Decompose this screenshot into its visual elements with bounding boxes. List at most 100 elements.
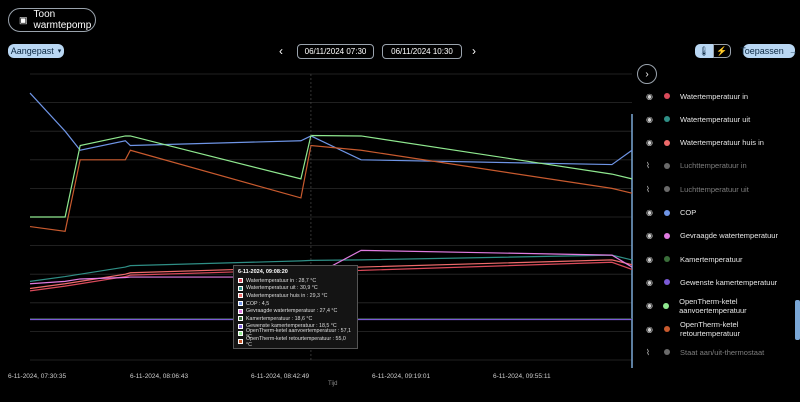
chart-tooltip: 6-11-2024, 09:08:20 Watertemperatuur in … bbox=[233, 265, 358, 349]
eye-icon[interactable]: ◉ bbox=[646, 208, 653, 217]
legend-item[interactable]: ⌇ Luchttemperatuur in bbox=[646, 160, 747, 172]
tooltip-text: Gevraagde watertemperatuur : 27,4 °C bbox=[246, 308, 338, 315]
series-line bbox=[29, 261, 633, 292]
legend-color-dot bbox=[664, 232, 670, 239]
legend-label: Luchttemperatuur uit bbox=[680, 184, 749, 194]
toon-warmtepomp-button[interactable]: ▣ Toon warmtepomp bbox=[8, 8, 96, 32]
x-tick-label: 6-11-2024, 08:42:49 bbox=[251, 373, 310, 380]
x-tick-label: 6-11-2024, 09:19:01 bbox=[372, 373, 431, 380]
legend-color-dot bbox=[664, 256, 670, 263]
legend-color-dot bbox=[664, 116, 670, 123]
eye-icon[interactable]: ◉ bbox=[646, 138, 653, 148]
tooltip-row: OpenTherm-ketel retourtemperatuur : 55,0… bbox=[238, 336, 353, 348]
legend-item[interactable]: ◉ OpenTherm-ketel aanvoertemperatuur bbox=[646, 296, 800, 315]
eye-icon[interactable]: ◉ bbox=[646, 231, 653, 241]
legend-color-dot bbox=[663, 326, 670, 332]
legend-item[interactable]: ◉ Watertemperatuur in bbox=[646, 90, 748, 102]
tooltip-text: Watertemperatuur in : 28,7 °C bbox=[246, 277, 317, 284]
legend-label: Gevraagde watertemperatuur bbox=[680, 231, 778, 241]
legend-label: Gewenste kamertemperatuur bbox=[680, 277, 778, 287]
arrow-right-icon: → bbox=[788, 46, 798, 56]
tooltip-text: Watertemperatuur uit : 30,9 °C bbox=[246, 285, 318, 292]
apply-label: Toepassen bbox=[740, 46, 784, 56]
collapse-legend-button[interactable]: › bbox=[637, 64, 657, 84]
legend-color-dot bbox=[664, 93, 670, 99]
tooltip-swatch bbox=[238, 339, 243, 345]
eye-off-icon[interactable]: ⌇ bbox=[646, 184, 650, 194]
legend-label: OpenTherm-ketel aanvoertemperatuur bbox=[679, 296, 747, 315]
range-mode-label: Aangepast bbox=[10, 46, 54, 56]
thermometer-toggle[interactable]: 🌡 bbox=[695, 44, 713, 58]
series-line bbox=[30, 134, 633, 218]
legend-label: Kamertemperatuur bbox=[680, 254, 743, 264]
tooltip-swatch bbox=[238, 301, 243, 307]
tooltip-title: 6-11-2024, 09:08:20 bbox=[238, 269, 288, 275]
legend-label: Luchttemperatuur in bbox=[680, 161, 747, 171]
legend-item[interactable]: ◉ Gewenste kamertemperatuur bbox=[646, 276, 777, 288]
tooltip-text: Kamertemperatuur : 18,6 °C bbox=[246, 315, 313, 322]
series-line bbox=[29, 92, 633, 166]
legend-item[interactable]: ⌇ Luchttemperatuur uit bbox=[646, 183, 749, 195]
x-axis-label: Tijd bbox=[328, 381, 338, 387]
apply-button[interactable]: Toepassen → bbox=[740, 44, 798, 58]
bolt-icon: ⚡ bbox=[716, 45, 728, 56]
tooltip-swatch bbox=[238, 316, 243, 322]
legend-color-dot bbox=[663, 302, 670, 309]
tooltip-row: Watertemperatuur in : 28,7 °C bbox=[238, 277, 353, 285]
legend-color-dot bbox=[664, 279, 670, 286]
tooltip-swatch bbox=[238, 293, 243, 299]
series-line bbox=[29, 254, 633, 282]
start-date-input[interactable]: 06/11/2024 07:30 bbox=[297, 44, 374, 59]
tooltip-row: Watertemperatuur uit : 30,9 °C bbox=[238, 285, 353, 293]
power-toggle[interactable]: ⚡ bbox=[713, 44, 731, 58]
legend-item[interactable]: ⌇ Staat aan/uit-thermostaat bbox=[646, 346, 764, 358]
legend-color-dot bbox=[664, 162, 670, 169]
next-range-button[interactable]: › bbox=[472, 44, 476, 58]
temperature-chart bbox=[29, 73, 633, 368]
x-tick-label: 6-11-2024, 07:30:35 bbox=[8, 373, 67, 380]
previous-range-button[interactable]: ‹ bbox=[279, 44, 283, 58]
tooltip-swatch bbox=[238, 308, 243, 314]
eye-icon[interactable]: ◉ bbox=[646, 277, 653, 287]
range-mode-dropdown[interactable]: Aangepast ▾ bbox=[8, 44, 64, 58]
tooltip-row: Gewenste kamertemperatuur : 18,5 °C bbox=[238, 323, 353, 331]
legend-item[interactable]: ◉ Gevraagde watertemperatuur bbox=[646, 230, 778, 242]
eye-icon[interactable]: ◉ bbox=[646, 91, 653, 101]
tooltip-row: Kamertemperatuur : 18,6 °C bbox=[238, 315, 353, 323]
tooltip-row: Watertemperatuur huis in : 29,3 °C bbox=[238, 292, 353, 300]
chevron-right-icon: › bbox=[645, 68, 649, 80]
tooltip-swatch bbox=[238, 285, 243, 291]
tooltip-row: OpenTherm-ketel aanvoertemperatuur : 57,… bbox=[238, 327, 353, 340]
legend-label: Watertemperatuur in bbox=[680, 91, 749, 101]
series-line bbox=[29, 144, 633, 232]
legend-label: COP bbox=[680, 208, 697, 217]
eye-icon[interactable]: ◉ bbox=[646, 114, 653, 124]
eye-icon[interactable]: ◉ bbox=[646, 254, 653, 264]
legend-color-dot bbox=[664, 139, 670, 146]
tooltip-swatch bbox=[238, 331, 243, 337]
tooltip-swatch bbox=[238, 278, 243, 284]
legend-item[interactable]: ◉ COP bbox=[646, 207, 696, 219]
legend-item[interactable]: ◉ Watertemperatuur huis in bbox=[646, 137, 764, 149]
tooltip-row: COP : 4,5 bbox=[238, 300, 353, 308]
legend-item[interactable]: ◉ Kamertemperatuur bbox=[646, 253, 743, 265]
eye-icon[interactable]: ◉ bbox=[646, 301, 653, 311]
thermometer-icon: 🌡 bbox=[698, 45, 710, 56]
legend-label: Staat aan/uit-thermostaat bbox=[680, 347, 765, 357]
tooltip-text: Watertemperatuur huis in : 29,3 °C bbox=[246, 292, 328, 299]
chevron-down-icon: ▾ bbox=[57, 48, 62, 55]
x-tick-label: 6-11-2024, 09:55:11 bbox=[493, 373, 551, 380]
series-line bbox=[29, 259, 633, 290]
legend-color-dot bbox=[664, 209, 670, 216]
end-date-input[interactable]: 06/11/2024 10:30 bbox=[382, 44, 462, 59]
x-tick-label: 6-11-2024, 08:06:43 bbox=[130, 373, 189, 380]
eye-icon[interactable]: ◉ bbox=[646, 324, 653, 334]
tooltip-swatch bbox=[238, 323, 243, 329]
tooltip-text: OpenTherm-ketel aanvoertemperatuur : 57,… bbox=[245, 327, 351, 340]
legend-item[interactable]: ◉ OpenTherm-ketel retourtemperatuur bbox=[646, 320, 800, 338]
legend-scrollbar[interactable] bbox=[795, 300, 800, 340]
legend-item[interactable]: ◉ Watertemperatuur uit bbox=[646, 113, 750, 125]
eye-off-icon[interactable]: ⌇ bbox=[646, 161, 650, 171]
eye-off-icon[interactable]: ⌇ bbox=[646, 347, 650, 357]
toon-warmtepomp-label: Toon warmtepomp bbox=[33, 9, 92, 31]
